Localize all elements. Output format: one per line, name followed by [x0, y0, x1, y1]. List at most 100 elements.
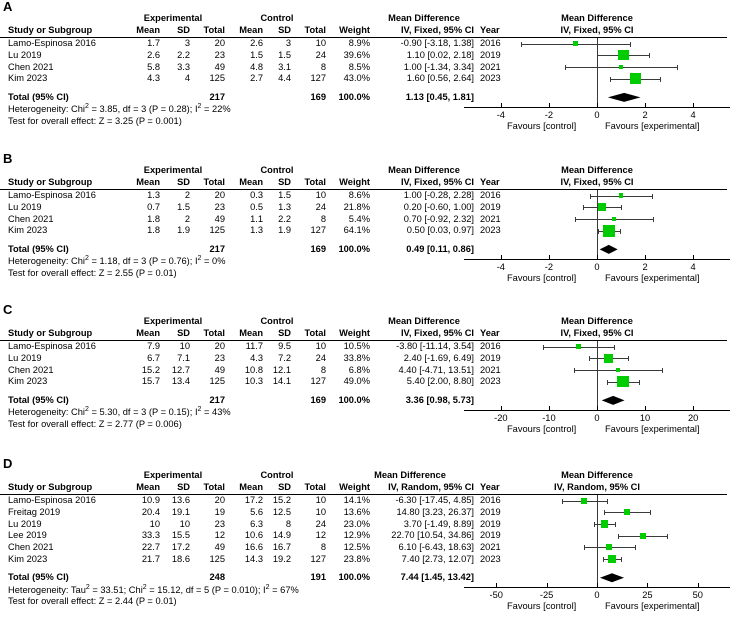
col-exp-sd: SD: [177, 25, 190, 35]
row-exp-total: 19: [214, 506, 225, 517]
ci-cap-left: [588, 356, 590, 362]
row-weight: 8.9%: [348, 38, 370, 49]
row-study-label: Chen 2021: [8, 541, 54, 552]
row-exp-mean: 15.2: [141, 364, 160, 375]
row-ctl-mean: 4.8: [250, 61, 263, 72]
col-exp-sd: SD: [177, 177, 190, 187]
ci-cap-left: [590, 193, 592, 199]
effect-size-marker: [623, 509, 630, 516]
panel-letter: C: [3, 302, 13, 317]
effect-size-marker: [618, 50, 629, 61]
ci-cap-left: [543, 344, 545, 350]
row-mean-difference-ci: 4.40 [-4.71, 13.51]: [398, 364, 474, 375]
forest-plot: Mean Difference IV, Fixed, 95% CI -4 -2 0 2 4 F…: [0, 152, 730, 303]
total-weight: 100.0%: [338, 394, 370, 405]
row-ctl-total: 8: [320, 61, 326, 72]
col-ctl-sd: SD: [278, 482, 291, 492]
ci-cap-left: [597, 53, 599, 59]
row-ctl-total: 8: [320, 213, 326, 224]
row-year: 2021: [480, 364, 501, 375]
total-mean-difference-ci: 0.49 [0.11, 0.86]: [406, 243, 474, 254]
ci-cap-right: [661, 368, 663, 373]
ci-cap-left: [606, 379, 608, 385]
col-ctl-total: Total: [304, 25, 326, 35]
total-weight: 100.0%: [338, 572, 370, 583]
row-mean-difference-ci: 14.80 [3.23, 26.37]: [396, 506, 474, 517]
col-year: Year: [480, 25, 500, 35]
ci-cap-right: [667, 533, 669, 539]
row-study-label: Lee 2019: [8, 530, 47, 541]
row-mean-difference-ci: 1.10 [0.02, 2.18]: [406, 49, 474, 60]
row-exp-total: 23: [214, 49, 225, 60]
row-ctl-total: 127: [310, 376, 326, 387]
row-ctl-total: 8: [320, 364, 326, 375]
row-ctl-total: 127: [310, 553, 326, 564]
row-ctl-sd: 19.2: [272, 553, 291, 564]
row-ctl-sd: 14.9: [272, 530, 291, 541]
x-axis-tick: [693, 102, 695, 107]
ci-cap-right: [621, 557, 623, 563]
row-ctl-sd: 3.1: [278, 61, 291, 72]
col-ctl-mean: Mean: [239, 482, 263, 492]
col-study: Study or Subgroup: [8, 177, 93, 187]
row-weight: 10.5%: [343, 341, 370, 352]
row-exp-mean: 10: [149, 518, 160, 529]
forest-plot: Mean Difference IV, Fixed, 95% CI -20 -10 0 1…: [0, 303, 730, 454]
plot-title: Mean Difference: [561, 316, 633, 326]
row-ctl-mean: 10.8: [244, 364, 263, 375]
effect-size-marker: [618, 193, 624, 198]
x-axis-tick-label: 0: [594, 412, 600, 423]
row-ctl-sd: 15.2: [272, 495, 291, 506]
row-mean-difference-ci: 22.70 [10.54, 34.86]: [391, 530, 474, 541]
row-exp-mean: 10.9: [141, 495, 160, 506]
x-axis-tick-label: 20: [687, 412, 699, 423]
row-exp-total: 20: [214, 495, 225, 506]
row-mean-difference-ci: 2.40 [-1.69, 6.49]: [403, 352, 474, 363]
plot-model-label: IV, Fixed, 95% CI: [560, 25, 634, 35]
row-exp-total: 12: [214, 530, 225, 541]
col-ctl-sd: SD: [278, 328, 291, 338]
effect-size-marker: [572, 41, 578, 47]
row-exp-total: 49: [214, 541, 225, 552]
row-year: 2019: [480, 49, 501, 60]
group-header-experimental: Experimental: [143, 316, 203, 326]
col-study: Study or Subgroup: [8, 328, 93, 338]
group-header-mean-difference: Mean Difference: [374, 470, 446, 480]
ci-cap-left: [564, 65, 566, 70]
row-mean-difference-ci: 6.10 [-6.43, 18.63]: [398, 541, 474, 552]
x-axis-line: [464, 409, 730, 411]
table-row: Freitag 2019 20.4 19.1 19 5.6 12.5 10 13.6% 14.8…: [0, 506, 501, 519]
row-exp-sd: 4: [184, 73, 190, 84]
row-weight: 49.0%: [343, 376, 370, 387]
row-weight: 23.8%: [343, 553, 370, 564]
effect-size-marker: [597, 203, 606, 212]
total-weight: 100.0%: [338, 243, 370, 254]
col-ci-model: IV, Fixed, 95% CI: [400, 177, 474, 187]
row-year: 2021: [480, 61, 501, 72]
panel-a: A Experimental Control Mean Difference Study…: [0, 0, 730, 151]
ci-cap-right: [621, 205, 623, 211]
col-study: Study or Subgroup: [8, 25, 93, 35]
row-study-label: Lamo-Espinosa 2016: [8, 190, 96, 201]
x-axis-tick-label: -4: [496, 261, 505, 272]
favours-control-label: Favours [control]: [507, 423, 577, 434]
row-exp-total: 49: [214, 61, 225, 72]
row-ctl-sd: 9.5: [278, 341, 291, 352]
row-exp-sd: 15.5: [171, 530, 190, 541]
row-exp-total: 20: [214, 341, 225, 352]
row-ctl-mean: 16.6: [244, 541, 263, 552]
total-label: Total (95% CI): [8, 394, 69, 405]
row-exp-total: 20: [214, 38, 225, 49]
effect-size-marker: [600, 520, 609, 528]
row-year: 2019: [480, 506, 501, 517]
table-row: Lee 2019 33.3 15.5 12 10.6 14.9 12 12.9% 22.70 […: [0, 530, 501, 542]
ci-cap-left: [618, 533, 620, 539]
effect-size-marker: [576, 343, 582, 350]
row-exp-mean: 0.7: [147, 201, 160, 212]
panel-letter: A: [3, 0, 13, 14]
row-ctl-mean: 1.1: [250, 213, 263, 224]
row-exp-mean: 4.3: [147, 73, 160, 84]
row-mean-difference-ci: 7.40 [2.73, 12.07]: [401, 553, 474, 564]
row-weight: 64.1%: [343, 225, 370, 236]
x-axis-line: [464, 106, 730, 108]
